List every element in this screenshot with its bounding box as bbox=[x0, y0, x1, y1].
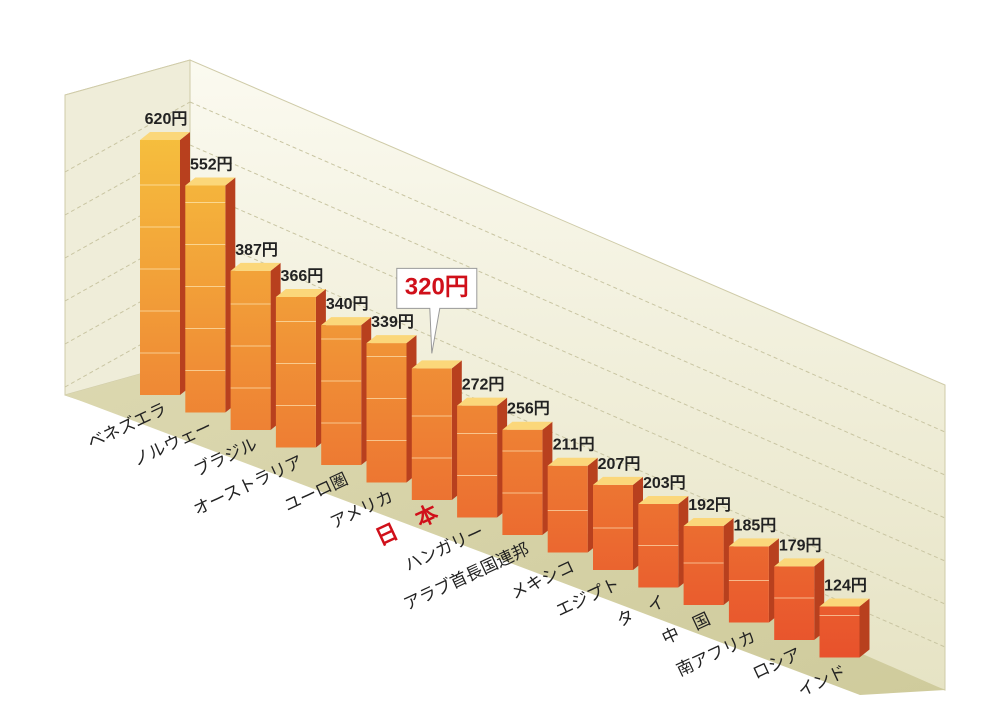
bar-front bbox=[411, 368, 452, 500]
bar-top bbox=[547, 457, 598, 466]
bar-front bbox=[275, 296, 316, 448]
bar bbox=[683, 518, 734, 605]
value-label: 387円 bbox=[235, 241, 278, 259]
grid-line bbox=[189, 101, 946, 433]
bar bbox=[321, 317, 372, 465]
value-label: 256円 bbox=[507, 400, 550, 418]
bar-front bbox=[366, 343, 407, 483]
bar-top bbox=[457, 397, 508, 406]
grid-line bbox=[189, 273, 946, 605]
bar-front bbox=[593, 484, 633, 570]
value-label: 203円 bbox=[643, 474, 686, 492]
bar bbox=[140, 132, 190, 395]
bar bbox=[230, 262, 281, 430]
bar-front bbox=[728, 546, 769, 623]
bar bbox=[728, 538, 779, 623]
bar-top bbox=[593, 476, 643, 485]
bar-top bbox=[275, 288, 326, 297]
bar-top bbox=[502, 421, 553, 430]
bar-front bbox=[185, 185, 226, 413]
value-label: 366円 bbox=[281, 267, 324, 285]
bar-top bbox=[819, 598, 870, 607]
bar-top bbox=[638, 496, 689, 505]
grid-line bbox=[64, 101, 191, 173]
bar bbox=[457, 397, 508, 518]
bar-top bbox=[728, 538, 779, 547]
grid-line bbox=[189, 144, 946, 476]
bar-top bbox=[683, 518, 734, 527]
bar bbox=[275, 288, 326, 448]
bar bbox=[593, 476, 643, 570]
grid-line bbox=[189, 187, 946, 519]
bar-top bbox=[366, 335, 417, 344]
bar bbox=[638, 496, 689, 588]
bar-top bbox=[774, 558, 825, 567]
callout bbox=[396, 267, 478, 354]
bar bbox=[366, 335, 417, 483]
bar-front bbox=[230, 270, 271, 430]
bar-top bbox=[185, 177, 236, 186]
value-label: 179円 bbox=[779, 536, 822, 554]
bar bbox=[547, 457, 598, 553]
bar bbox=[411, 360, 462, 500]
value-label: 192円 bbox=[688, 496, 731, 514]
bar-top bbox=[411, 360, 462, 369]
bar-front bbox=[683, 526, 724, 605]
bar bbox=[185, 177, 236, 413]
bar-side bbox=[859, 598, 870, 658]
bar-front bbox=[502, 429, 543, 535]
bar-front bbox=[140, 140, 180, 395]
value-label: 340円 bbox=[326, 295, 369, 313]
bar-front bbox=[321, 325, 362, 465]
bar-top bbox=[140, 132, 190, 140]
value-label: 207円 bbox=[598, 455, 641, 473]
value-label: 124円 bbox=[824, 577, 867, 595]
value-label: 211円 bbox=[553, 436, 595, 454]
bar-top bbox=[321, 317, 372, 326]
bar bbox=[502, 421, 553, 535]
value-label: 552円 bbox=[190, 155, 233, 173]
value-label: 272円 bbox=[462, 376, 505, 394]
value-label: 620円 bbox=[145, 110, 188, 128]
value-label: 185円 bbox=[734, 516, 777, 534]
bar-front bbox=[547, 465, 588, 553]
bar bbox=[819, 598, 870, 658]
bar bbox=[774, 558, 825, 640]
value-label: 320円 bbox=[405, 273, 469, 300]
bar-front bbox=[457, 405, 498, 518]
bar-front bbox=[774, 566, 815, 640]
bar-front bbox=[819, 606, 860, 658]
bar-top bbox=[230, 262, 281, 271]
value-label: 339円 bbox=[371, 313, 414, 331]
grid-line bbox=[189, 230, 946, 562]
